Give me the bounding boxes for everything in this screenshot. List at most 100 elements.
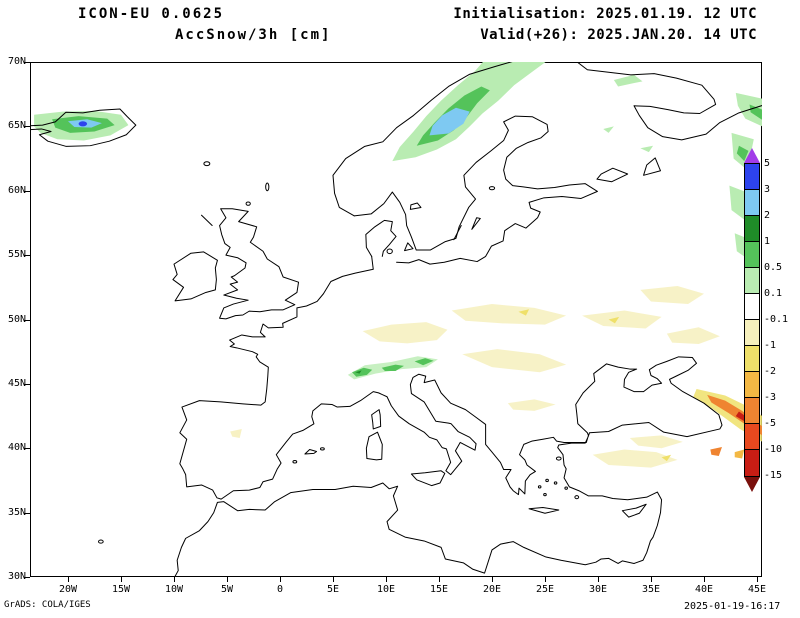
- lon-tick: [651, 577, 652, 582]
- rain-patch-anatolia-1: [592, 449, 678, 468]
- lon-label-10W: 10W: [164, 584, 184, 595]
- lon-tick: [174, 577, 175, 582]
- colorbar-label-0.5: 0.5: [764, 262, 783, 273]
- colorbar-label--10: -10: [764, 444, 783, 455]
- crete-coastline: [529, 507, 559, 513]
- madeira: [99, 540, 104, 543]
- colorbar-cell-6: [745, 320, 759, 346]
- colorbar-cell-7: [745, 346, 759, 372]
- colorbar-cell-0: [745, 164, 759, 190]
- snow-patch-scandes-cyan: [429, 107, 470, 136]
- faroe-islands: [204, 162, 210, 166]
- colorbar: [744, 163, 760, 477]
- snow-patch-alps-1: [352, 367, 373, 377]
- norway-west-coastline: [333, 62, 517, 216]
- rain-patch-germany: [362, 322, 448, 344]
- europe-map: [30, 62, 762, 577]
- lon-label-0: 0: [276, 584, 284, 595]
- colorbar-label-2: 2: [764, 210, 771, 221]
- colorbar-arrow-up: [744, 148, 760, 163]
- baltic-coastline: [354, 116, 597, 264]
- orkney-islands: [246, 202, 250, 205]
- aegean-island-5: [565, 487, 568, 489]
- colorbar-label-5: 5: [764, 158, 771, 169]
- snow-patch-alps-2: [381, 364, 405, 371]
- rain-patch-balkans: [507, 399, 556, 411]
- snow-patches: [34, 62, 762, 468]
- lon-label-30E: 30E: [588, 584, 608, 595]
- iceland-coastline: [30, 109, 136, 146]
- lake-onega: [644, 158, 661, 175]
- lon-label-15E: 15E: [429, 584, 449, 595]
- coastlines: [30, 62, 762, 577]
- lon-tick: [757, 577, 758, 582]
- ireland-coastline: [173, 252, 218, 301]
- lon-tick: [439, 577, 440, 582]
- sardinia-coastline: [366, 432, 382, 460]
- snow-patch-kola: [613, 74, 643, 87]
- lon-label-20W: 20W: [58, 584, 78, 595]
- lon-tick: [386, 577, 387, 582]
- colorbar-cell-9: [745, 398, 759, 424]
- lon-label-10E: 10E: [376, 584, 396, 595]
- colorbar-cell-4: [745, 268, 759, 294]
- lat-tick: [24, 577, 30, 578]
- lat-tick: [24, 255, 30, 257]
- lon-tick: [598, 577, 599, 582]
- creation-timestamp: 2025-01-19-16:17: [684, 601, 781, 612]
- cyprus-coastline: [622, 504, 646, 517]
- lon-label-5W: 5W: [220, 584, 234, 595]
- aegean-island-4: [544, 493, 547, 495]
- lat-tick: [24, 126, 30, 128]
- ne-turkey-orange-1: [710, 446, 722, 456]
- aegean-island-2: [538, 486, 541, 488]
- colorbar-label-1: 1: [764, 236, 771, 247]
- colorbar-arrow-down: [744, 477, 760, 492]
- jutland-coastline: [366, 220, 396, 256]
- colorbar-cell-10: [745, 424, 759, 450]
- lesbos: [556, 457, 561, 460]
- colorbar-label--15: -15: [764, 470, 783, 481]
- rain-patch-ukraine-2: [666, 327, 720, 344]
- aland-islands: [489, 187, 494, 190]
- lat-tick: [24, 512, 30, 514]
- rain-patch-poland: [451, 304, 567, 325]
- lake-ladoga: [597, 168, 628, 182]
- lat-label-60N: 60N: [7, 184, 26, 196]
- colorbar-label-0.1: 0.1: [764, 288, 783, 299]
- lon-tick: [280, 577, 281, 582]
- colorbar-label-3: 3: [764, 184, 771, 195]
- rain-patch-pannonia: [462, 349, 567, 373]
- shetland-islands: [266, 183, 269, 191]
- lat-label-50N: 50N: [7, 313, 26, 325]
- lat-tick: [24, 383, 30, 385]
- great-britain-coastline: [220, 209, 299, 319]
- lat-tick: [24, 190, 30, 192]
- colorbar-label--1: -1: [764, 340, 777, 351]
- lon-label-25E: 25E: [535, 584, 555, 595]
- lat-label-35N: 35N: [7, 506, 26, 518]
- lon-label-15W: 15W: [111, 584, 131, 595]
- zealand-island: [405, 243, 413, 251]
- lon-label-35E: 35E: [641, 584, 661, 595]
- snow-patch-iceland-blue: [78, 121, 88, 127]
- rain-patch-anatolia-2: [629, 435, 683, 449]
- lon-tick: [227, 577, 228, 582]
- funen-island: [387, 249, 392, 254]
- oland-island: [454, 226, 461, 240]
- snow-patch-alps-3: [414, 358, 434, 366]
- init-time: Initialisation: 2025.01.19. 12 UTC: [453, 6, 757, 22]
- colorbar-cell-3: [745, 242, 759, 268]
- ibiza: [293, 460, 297, 463]
- rain-patch-russia: [640, 286, 704, 305]
- lon-tick: [492, 577, 493, 582]
- lon-tick: [68, 577, 69, 582]
- lat-label-30N: 30N: [7, 571, 26, 582]
- snow-speck-nw-russia-1: [640, 145, 654, 153]
- colorbar-cell-1: [745, 190, 759, 216]
- rain-speck-yellow-3: [661, 454, 672, 462]
- lat-label-55N: 55N: [7, 249, 26, 261]
- lon-tick: [333, 577, 334, 582]
- colorbar-label--5: -5: [764, 418, 777, 429]
